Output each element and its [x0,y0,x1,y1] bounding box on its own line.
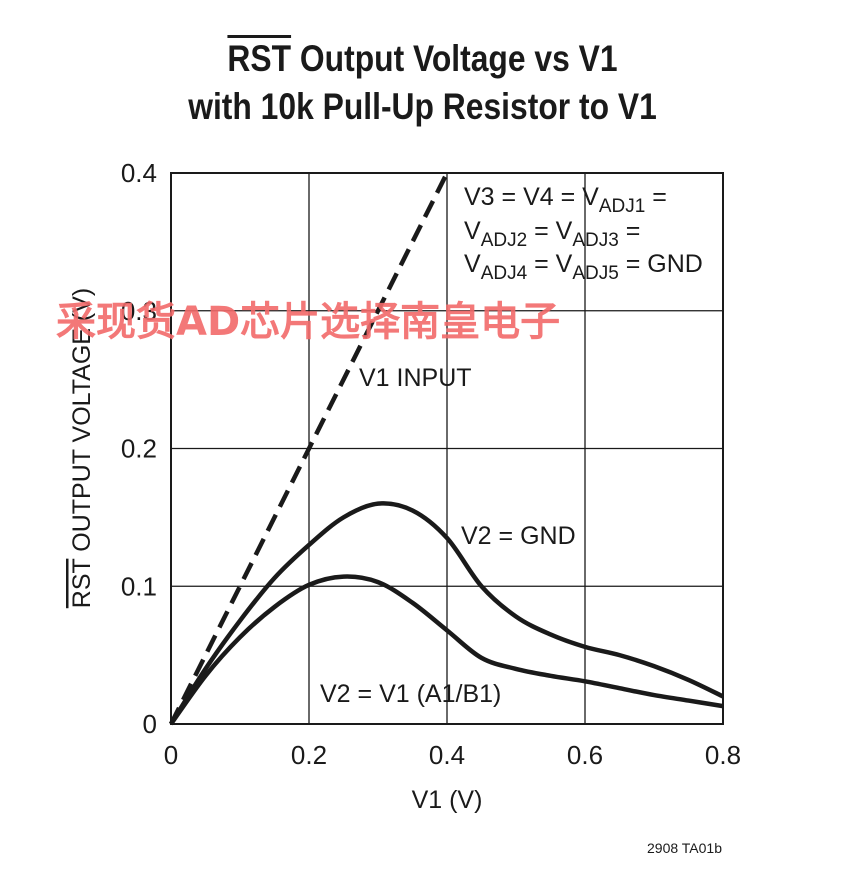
x-tick-label: 0.6 [567,740,603,770]
chart-title-line2: with 10k Pull-Up Resistor to V1 [188,86,657,127]
x-tick-label: 0.2 [291,740,327,770]
x-tick-label: 0 [164,740,178,770]
series-line-2 [169,574,724,726]
annotation-v1-input: V1 INPUT [359,364,472,392]
annotation-v2-gnd: V2 = GND [461,522,576,550]
plot-frame [170,172,724,725]
grid-lines [171,173,723,724]
title-line1-rest: Output Voltage vs V1 [291,38,618,79]
y-tick-label: 0.1 [121,571,157,601]
x-tick-labels: 0 0.2 0.4 0.6 0.8 [164,740,741,770]
y-tick-label: 0.4 [121,158,157,188]
figure-id: 2908 TA01b [647,840,722,856]
annotation-adj-line1: V3 = V4 = VADJ1 = [464,183,667,217]
y-axis-label: RST OUTPUT VOLTAGE (V) [68,288,96,608]
watermark-text: 采现货AD芯片选择南皇电子 [56,299,560,345]
chart-title-line1: RST Output Voltage vs V1 [59,38,786,80]
series-line-0 [168,171,450,726]
series-layer [168,171,724,726]
y-tick-label: 0.3 [121,296,157,326]
x-tick-label: 0.8 [705,740,741,770]
y-axis-label-rest: OUTPUT VOLTAGE (V) [68,288,96,559]
series-line-1 [169,501,724,726]
title-rst-overbar: RST [227,38,292,79]
y-axis-rst-overbar: RST [68,558,96,608]
x-tick-label: 0.4 [429,740,465,770]
y-tick-label: 0 [143,709,157,739]
annotation-adj-line3: VADJ4 = VADJ5 = GND [464,250,703,284]
y-tick-label: 0.2 [121,434,157,464]
y-tick-labels: 0 0.1 0.2 0.3 0.4 [121,158,157,739]
x-axis-label: V1 (V) [412,786,483,814]
annotation-v2-v1: V2 = V1 (A1/B1) [320,680,501,708]
annotation-adj-line2: VADJ2 = VADJ3 = [464,217,640,251]
